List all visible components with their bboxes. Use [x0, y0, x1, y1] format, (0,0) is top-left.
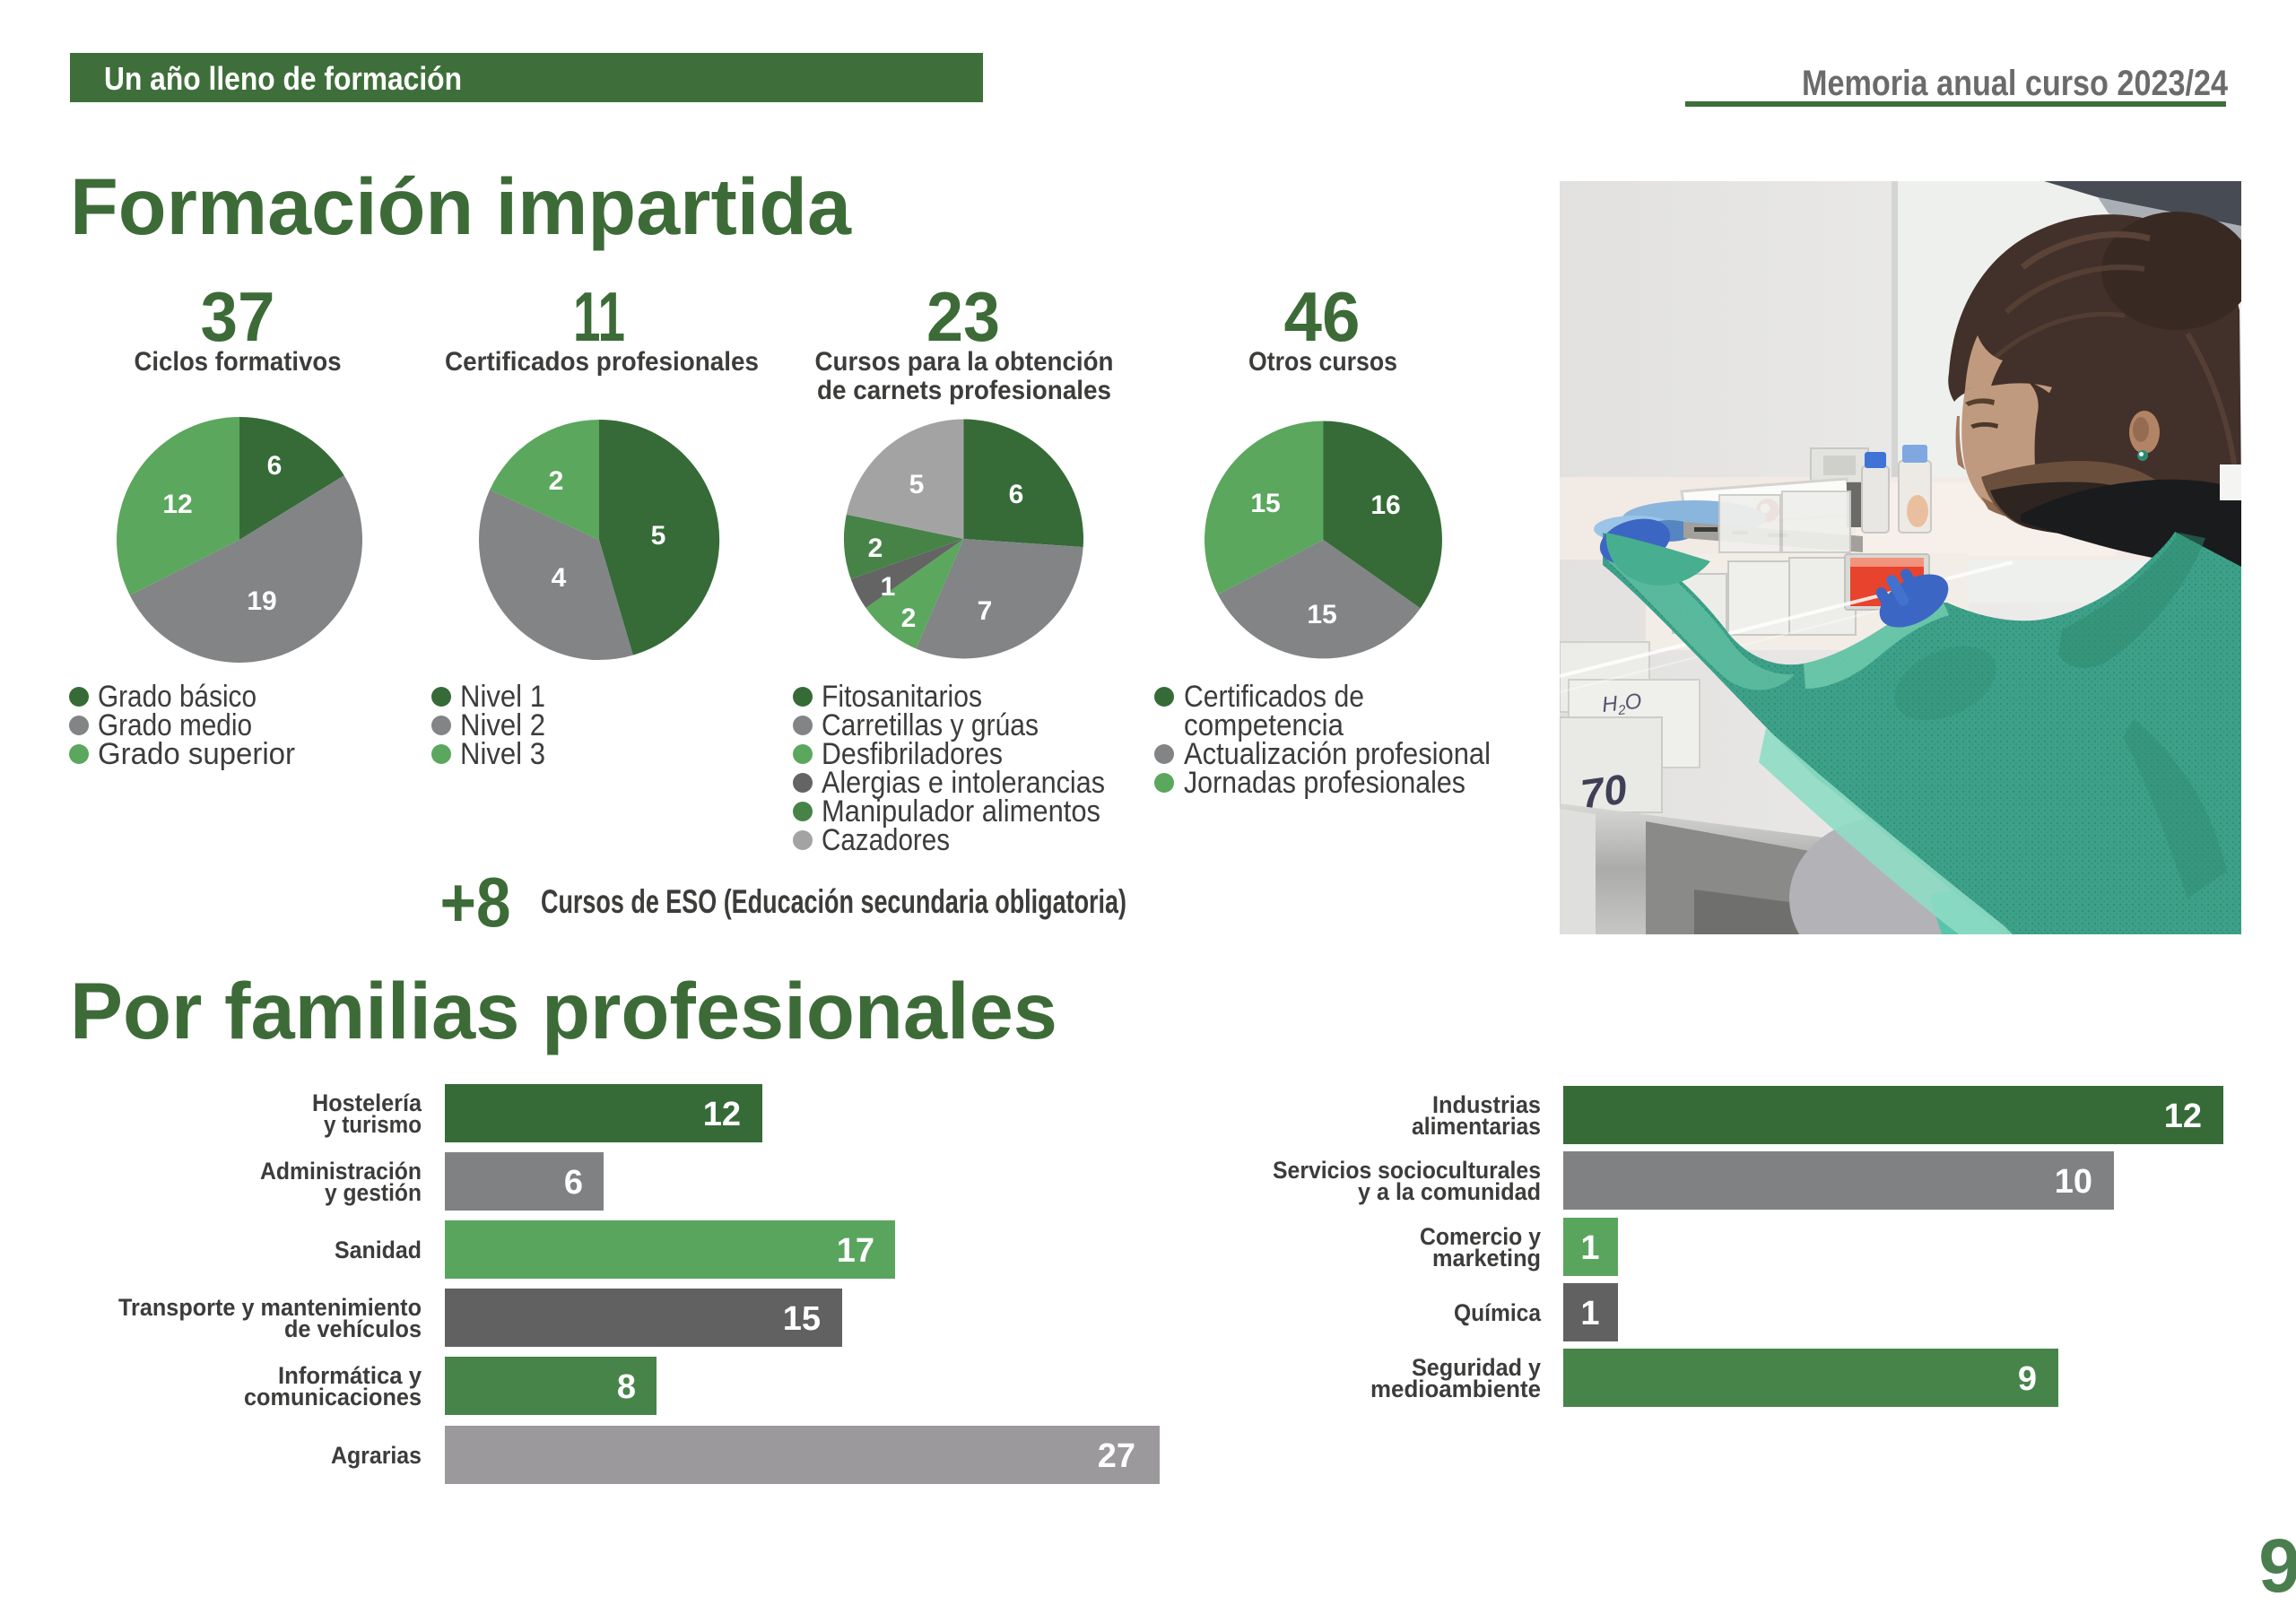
svg-text:Actualización profesional: Actualización profesional [1184, 737, 1491, 771]
svg-text:12: 12 [2164, 1098, 2202, 1135]
svg-text:5: 5 [651, 521, 666, 551]
svg-text:Nivel 2: Nivel 2 [460, 708, 545, 742]
svg-text:2: 2 [549, 466, 564, 496]
svg-text:9: 9 [2258, 1523, 2296, 1608]
svg-text:+8: +8 [440, 863, 511, 942]
svg-text:Cursos de ESO (Educación secun: Cursos de ESO (Educación secundaria obli… [541, 883, 1126, 920]
svg-text:Nivel 3: Nivel 3 [460, 737, 545, 771]
svg-text:1: 1 [1580, 1229, 1599, 1267]
svg-text:46: 46 [1284, 277, 1361, 356]
svg-text:medioambiente: medioambiente [1370, 1376, 1541, 1402]
svg-text:y gestión: y gestión [325, 1179, 422, 1206]
svg-text:Administración: Administración [260, 1158, 422, 1185]
svg-text:6: 6 [564, 1164, 583, 1202]
svg-text:1: 1 [1580, 1295, 1599, 1332]
svg-text:Memoria anual curso 2023/24: Memoria anual curso 2023/24 [1802, 64, 2229, 103]
svg-text:Certificados profesionales: Certificados profesionales [445, 347, 759, 377]
svg-text:Carretillas y grúas: Carretillas y grúas [822, 708, 1039, 742]
svg-text:Grado medio: Grado medio [98, 708, 252, 742]
svg-text:Nivel 1: Nivel 1 [460, 680, 545, 714]
svg-text:2: 2 [901, 603, 917, 633]
svg-text:Fitosanitarios: Fitosanitarios [822, 680, 982, 714]
svg-text:Química: Química [1454, 1299, 1542, 1326]
svg-text:comunicaciones: comunicaciones [244, 1384, 422, 1410]
svg-text:Comercio y: Comercio y [1420, 1223, 1541, 1250]
svg-text:y turismo: y turismo [324, 1111, 422, 1138]
svg-text:15: 15 [783, 1300, 821, 1338]
svg-text:15: 15 [1250, 489, 1280, 518]
svg-text:5: 5 [909, 470, 925, 499]
svg-text:16: 16 [1370, 490, 1400, 520]
svg-text:Desfibriladores: Desfibriladores [822, 737, 1003, 771]
svg-text:Seguridad y: Seguridad y [1412, 1354, 1541, 1381]
svg-text:Formación impartida: Formación impartida [70, 161, 852, 251]
svg-text:12: 12 [162, 490, 192, 519]
svg-text:2: 2 [868, 534, 883, 563]
svg-text:27: 27 [1098, 1437, 1135, 1475]
svg-text:Agrarias: Agrarias [331, 1442, 422, 1469]
svg-text:Jornadas profesionales: Jornadas profesionales [1184, 766, 1465, 800]
svg-text:Hostelería: Hostelería [312, 1089, 422, 1116]
svg-text:1: 1 [881, 572, 896, 602]
svg-text:Alergias e intolerancias: Alergias e intolerancias [822, 766, 1105, 800]
svg-text:12: 12 [703, 1096, 741, 1133]
svg-text:6: 6 [267, 451, 283, 481]
svg-text:23: 23 [926, 277, 1000, 356]
svg-text:marketing: marketing [1432, 1245, 1541, 1271]
svg-text:Sanidad: Sanidad [335, 1237, 422, 1263]
svg-text:17: 17 [837, 1232, 874, 1270]
svg-text:Otros cursos: Otros cursos [1248, 347, 1397, 377]
svg-text:4: 4 [552, 563, 567, 593]
svg-text:10: 10 [2055, 1163, 2092, 1201]
svg-text:Grado básico: Grado básico [98, 680, 257, 714]
svg-text:6: 6 [1009, 480, 1024, 509]
svg-text:Un año lleno de formación: Un año lleno de formación [104, 60, 462, 97]
svg-text:8: 8 [617, 1368, 636, 1406]
svg-text:19: 19 [247, 586, 276, 616]
svg-text:Ciclos formativos: Ciclos formativos [135, 347, 342, 377]
svg-text:11: 11 [573, 277, 625, 356]
svg-text:y a la comunidad: y a la comunidad [1358, 1178, 1541, 1205]
svg-text:Industrias: Industrias [1432, 1091, 1541, 1118]
svg-text:de carnets profesionales: de carnets profesionales [817, 376, 1111, 405]
svg-text:Transporte y mantenimiento: Transporte y mantenimiento [118, 1294, 422, 1321]
svg-text:alimentarias: alimentarias [1412, 1113, 1541, 1140]
svg-text:Manipulador alimentos: Manipulador alimentos [822, 794, 1100, 829]
svg-text:Certificados de: Certificados de [1184, 680, 1364, 714]
svg-text:Cazadores: Cazadores [822, 823, 950, 857]
svg-text:Grado superior: Grado superior [98, 737, 295, 771]
svg-text:Servicios socioculturales: Servicios socioculturales [1273, 1157, 1541, 1184]
svg-text:9: 9 [2018, 1360, 2037, 1398]
svg-text:Informática y: Informática y [278, 1362, 422, 1389]
svg-text:Por familias profesionales: Por familias profesionales [70, 966, 1057, 1055]
svg-text:de vehículos: de vehículos [284, 1315, 422, 1342]
svg-text:competencia: competencia [1184, 708, 1344, 742]
svg-text:37: 37 [201, 277, 275, 356]
svg-text:15: 15 [1307, 600, 1336, 629]
svg-text:7: 7 [978, 596, 993, 626]
svg-text:Cursos para la obtención: Cursos para la obtención [815, 347, 1114, 377]
